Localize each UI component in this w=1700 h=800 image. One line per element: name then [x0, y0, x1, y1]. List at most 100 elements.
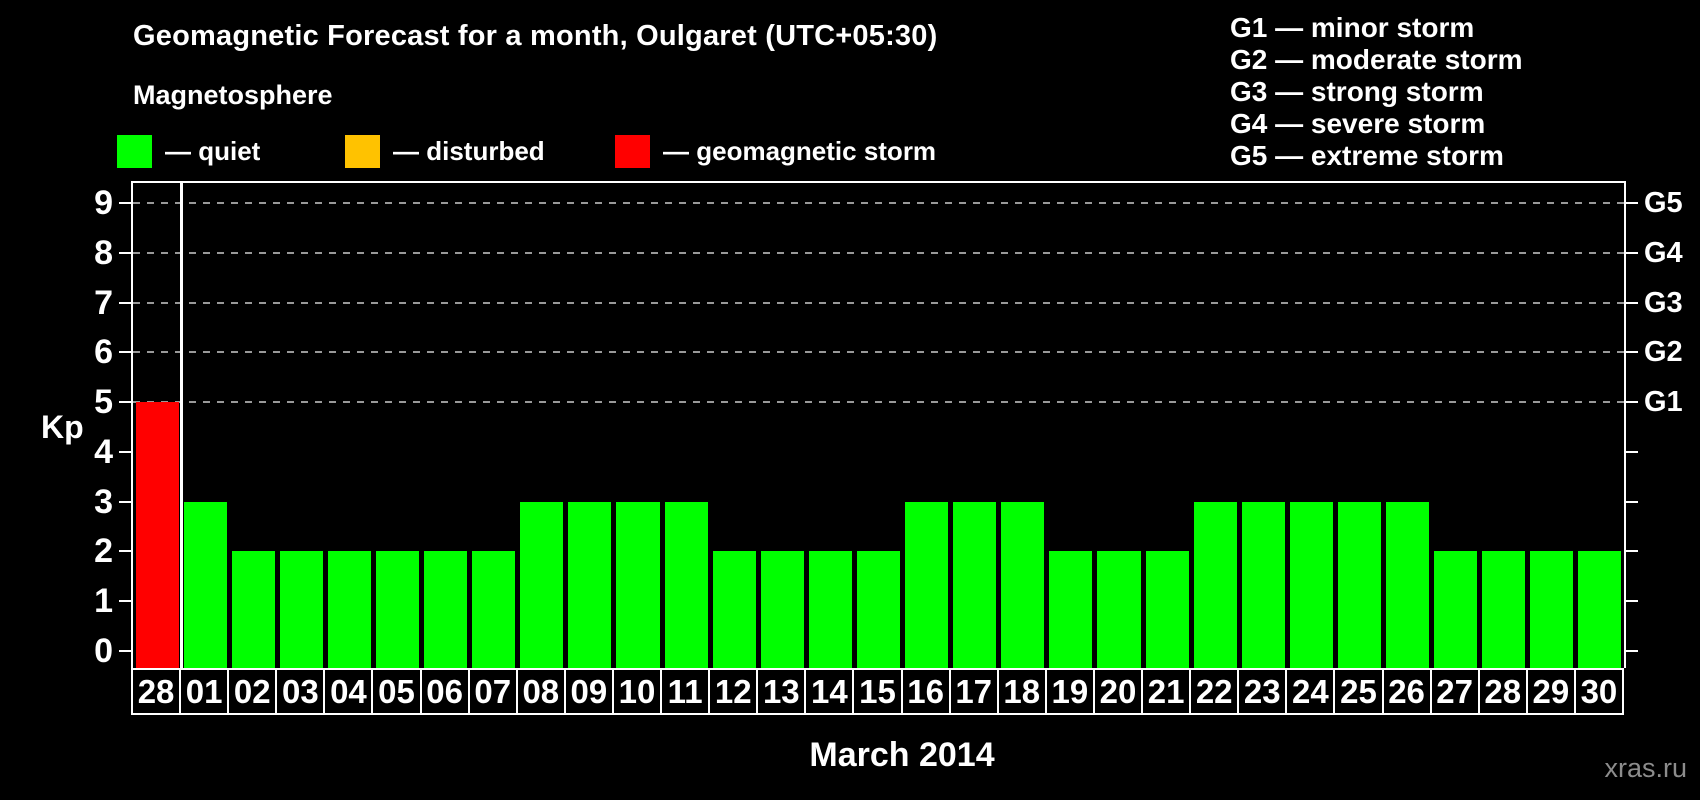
left-tick-kp2 — [119, 550, 131, 553]
kp-bar-day-25 — [1337, 501, 1381, 668]
day-label-24: 24 — [1285, 668, 1336, 715]
quiet-color-swatch — [117, 135, 152, 168]
kp-bar-day-11 — [664, 501, 708, 668]
kp-bar-day-18 — [1001, 501, 1045, 668]
kp-bar-day-28 — [1482, 551, 1526, 668]
right-tick-kp0 — [1626, 650, 1638, 653]
day-label-08: 08 — [515, 668, 566, 715]
gridline-kp5 — [133, 401, 1624, 404]
watermark: xras.ru — [1604, 753, 1687, 783]
storm-legend-row-g3: G3 — strong storm — [1230, 76, 1484, 107]
axis-right-line — [1624, 181, 1626, 668]
right-axis-label-g1: G1 — [1644, 386, 1683, 419]
storm-legend-row-g1: G1 — minor storm — [1230, 12, 1475, 43]
left-tick-kp5 — [119, 401, 131, 404]
legend-label-disturbed: — disturbed — [393, 136, 545, 166]
chart-title: Geomagnetic Forecast for a month, Oulgar… — [133, 20, 938, 52]
left-tick-kp9 — [119, 201, 131, 204]
day-label-04: 04 — [323, 668, 374, 715]
kp-bar-day-20 — [1097, 551, 1141, 668]
day-label-18: 18 — [996, 668, 1047, 715]
right-tick-kp3 — [1626, 500, 1638, 503]
kp-bar-day-19 — [1049, 551, 1093, 668]
left-tick-kp0 — [119, 650, 131, 653]
kp-bar-day-17 — [953, 501, 997, 668]
kp-bar-day-28 — [135, 402, 179, 668]
gridline-kp8 — [133, 251, 1624, 254]
kp-tick-label-1: 1 — [94, 582, 113, 621]
right-tick-kp8 — [1626, 251, 1638, 254]
right-tick-kp4 — [1626, 450, 1638, 453]
right-axis-label-g4: G4 — [1644, 236, 1683, 269]
disturbed-color-swatch — [345, 135, 380, 168]
legend-item-disturbed: — disturbed — [345, 135, 545, 168]
day-label-13: 13 — [756, 668, 807, 715]
right-tick-kp7 — [1626, 301, 1638, 304]
kp-tick-label-5: 5 — [94, 383, 113, 422]
kp-tick-label-8: 8 — [94, 233, 113, 272]
day-label-06: 06 — [419, 668, 470, 715]
month-separator-line — [179, 183, 183, 668]
day-label-14: 14 — [804, 668, 855, 715]
storm-legend-row-g5: G5 — extreme storm — [1230, 140, 1504, 171]
kp-bar-day-07 — [472, 551, 516, 668]
kp-bar-day-09 — [568, 501, 612, 668]
day-label-21: 21 — [1141, 668, 1192, 715]
right-tick-kp5 — [1626, 401, 1638, 404]
kp-bar-day-14 — [808, 551, 852, 668]
kp-bar-day-02 — [231, 551, 275, 668]
day-label-12: 12 — [708, 668, 759, 715]
storm-color-swatch — [615, 135, 650, 168]
right-tick-kp6 — [1626, 351, 1638, 354]
kp-bar-day-24 — [1289, 501, 1333, 668]
kp-tick-label-3: 3 — [94, 482, 113, 521]
kp-bar-day-08 — [520, 501, 564, 668]
day-label-17: 17 — [948, 668, 999, 715]
legend-item-storm: — geomagnetic storm — [615, 135, 936, 168]
day-label-15: 15 — [852, 668, 903, 715]
kp-bar-day-15 — [856, 551, 901, 668]
left-tick-kp4 — [119, 450, 131, 453]
kp-bar-day-23 — [1241, 501, 1285, 668]
axis-left-line — [131, 181, 133, 668]
storm-legend-row-g4: G4 — severe storm — [1230, 108, 1486, 139]
right-tick-kp2 — [1626, 550, 1638, 553]
right-axis-label-g2: G2 — [1644, 336, 1683, 369]
day-label-25: 25 — [1333, 668, 1384, 715]
kp-tick-label-0: 0 — [94, 632, 113, 671]
kp-tick-label-7: 7 — [94, 283, 113, 322]
gridline-kp7 — [133, 301, 1624, 304]
day-label-22: 22 — [1189, 668, 1240, 715]
kp-bar-day-03 — [279, 551, 323, 668]
day-label-05: 05 — [371, 668, 422, 715]
day-label-28: 28 — [1477, 668, 1528, 715]
storm-legend-row-g2: G2 — moderate storm — [1230, 44, 1523, 75]
kp-bar-day-12 — [712, 551, 756, 668]
magnetosphere-label: Magnetosphere — [133, 80, 333, 110]
day-label-09: 09 — [563, 668, 614, 715]
day-label-10: 10 — [611, 668, 663, 715]
kp-bar-day-10 — [616, 501, 660, 668]
day-label-28-prev-month: 28 — [131, 668, 182, 715]
kp-bar-day-21 — [1145, 551, 1189, 668]
left-tick-kp6 — [119, 351, 131, 354]
day-label-02: 02 — [227, 668, 278, 715]
axis-top-line — [131, 181, 1626, 183]
kp-bar-day-16 — [905, 501, 949, 668]
y-axis-label: Kp — [41, 409, 84, 445]
legend-label-storm: — geomagnetic storm — [663, 136, 937, 166]
kp-bar-day-26 — [1386, 501, 1430, 668]
kp-bar-day-06 — [424, 551, 468, 668]
kp-bar-day-29 — [1530, 551, 1574, 668]
kp-bar-day-13 — [760, 551, 804, 668]
left-tick-kp3 — [119, 500, 131, 503]
kp-tick-label-6: 6 — [94, 333, 113, 372]
day-label-19: 19 — [1044, 668, 1095, 715]
kp-bar-day-30 — [1578, 551, 1622, 668]
day-label-29: 29 — [1525, 668, 1576, 715]
legend-item-quiet: — quiet — [117, 135, 260, 168]
right-axis-label-g3: G3 — [1644, 286, 1683, 319]
day-label-20: 20 — [1092, 668, 1144, 715]
right-tick-kp1 — [1626, 600, 1638, 603]
